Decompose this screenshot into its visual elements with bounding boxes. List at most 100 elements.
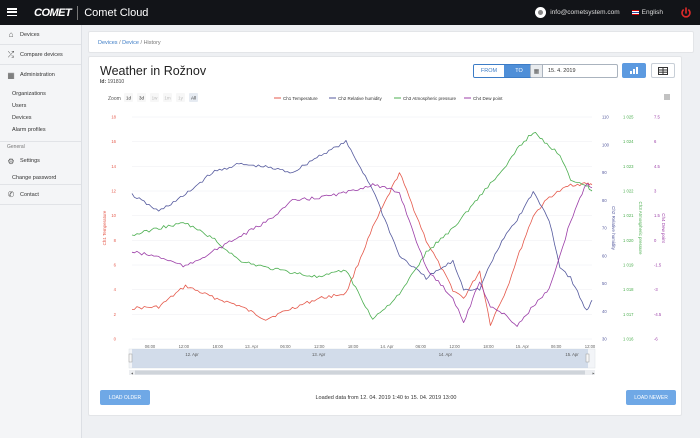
- zoom-option-label: 1d: [126, 96, 132, 101]
- load-older-button[interactable]: LOAD OLDER: [100, 390, 150, 405]
- page-title: Weather in Rožnov: [100, 64, 207, 78]
- navigator-selection[interactable]: [132, 349, 588, 368]
- zoom-option-label: 3d: [139, 96, 145, 101]
- to-button[interactable]: TO: [504, 65, 534, 77]
- load-newer-button[interactable]: LOAD NEWER: [626, 390, 676, 405]
- history-chart[interactable]: Zoom 1d 3d 1w 1m 1y All Ch1 Temperature Ch2 Rela…: [94, 89, 677, 386]
- y-tick-label: 1 019: [623, 263, 634, 268]
- user-email[interactable]: info@cometsystem.com: [550, 9, 620, 16]
- sidebar-subitem-change-password[interactable]: Change password: [0, 171, 81, 185]
- legend-label: Ch2 Relative humidity: [338, 96, 383, 101]
- y-tick-label: 1.5: [654, 213, 660, 218]
- series-line-1: [132, 172, 593, 326]
- y-tick-label: 3: [654, 189, 657, 194]
- sidebar-subitem-alarm-profiles[interactable]: Alarm profiles: [12, 127, 46, 133]
- y-tick-label: 1 022: [623, 189, 634, 194]
- zoom-option-label: 1y: [178, 96, 184, 101]
- breadcrumb-separator: /: [119, 40, 123, 46]
- zoom-button-1y[interactable]: [176, 93, 185, 102]
- scrollbar-thumb[interactable]: [135, 370, 585, 375]
- chart-svg[interactable]: Zoom 1d 3d 1w 1m 1y All Ch1 Temperature Ch2 Rela…: [94, 89, 677, 386]
- x-tick-label: 18:00: [483, 344, 494, 349]
- y-tick-label: 6: [654, 139, 657, 144]
- y-tick-label: 100: [602, 142, 610, 147]
- breadcrumb-device[interactable]: Device: [122, 40, 139, 46]
- table-view-button[interactable]: [651, 63, 675, 78]
- zoom-button-3d[interactable]: [137, 93, 146, 102]
- grid-icon: ▦: [7, 70, 15, 80]
- y-tick-label: 6: [114, 263, 117, 268]
- y-tick-label: 7.5: [654, 115, 660, 120]
- x-tick-label: 06:00: [145, 344, 156, 349]
- y-tick-label: 110: [602, 115, 609, 120]
- x-tick-label: 12:00: [449, 344, 460, 349]
- zoom-option-label: 1w: [152, 96, 159, 101]
- y-tick-label: 70: [602, 226, 607, 231]
- logo[interactable]: COMET Comet Cloud: [34, 5, 149, 20]
- series-line-2: [131, 140, 593, 311]
- navigator-tick-label: 13. Apr: [312, 352, 326, 357]
- breadcrumb: Devices / Device / History: [88, 31, 694, 53]
- loaded-range-text: Loaded data from 12. 04. 2019 1:40 to 15…: [315, 395, 457, 401]
- app-name: Comet Cloud: [84, 6, 149, 19]
- y-tick-label: 40: [602, 309, 607, 314]
- date-value[interactable]: 15. 4. 2019: [548, 68, 576, 74]
- y-tick-label: 1 017: [623, 312, 634, 317]
- from-button[interactable]: FROM: [474, 65, 504, 77]
- home-icon: ⌂: [8, 30, 14, 39]
- x-tick-label: 06:00: [280, 344, 291, 349]
- zoom-option-label: All: [191, 96, 196, 101]
- sidebar: ⌂ Devices ⤮ Compare devices ▦ Administra…: [0, 25, 82, 438]
- sidebar-item-settings[interactable]: ⚙ Settings: [0, 151, 81, 171]
- y-tick-label: 1 016: [623, 337, 634, 342]
- language-label: English: [641, 9, 663, 16]
- y-tick-label: 0: [654, 238, 657, 243]
- sidebar-subitem-organizations[interactable]: Organizations: [12, 91, 46, 97]
- breadcrumb-devices[interactable]: Devices: [98, 40, 118, 46]
- sidebar-item-label: Devices: [20, 31, 40, 38]
- y-tick-label: -4.5: [654, 312, 662, 317]
- chart-view-button[interactable]: [622, 63, 646, 78]
- y-tick-label: 4.5: [654, 164, 660, 169]
- menu-icon[interactable]: [7, 7, 17, 17]
- sidebar-item-administration[interactable]: ▦ Administration: [0, 65, 81, 85]
- y-tick-label: 18: [111, 115, 116, 120]
- y-axis-title: Ch1 Temperature: [102, 210, 107, 245]
- y-tick-label: 1 024: [623, 139, 634, 144]
- power-icon: [681, 6, 691, 18]
- date-field[interactable]: ▦ 15. 4. 2019: [530, 64, 618, 78]
- history-card: Weather in Rožnov Id: 191810 FROM TO ▦ 1…: [88, 56, 682, 416]
- y-tick-label: 80: [602, 198, 607, 203]
- zoom-button-1d[interactable]: [124, 93, 133, 102]
- x-tick-label: 12:00: [179, 344, 190, 349]
- bar-chart-icon: [630, 66, 638, 74]
- navigator-handle-right[interactable]: [585, 353, 590, 363]
- sidebar-subitem-users[interactable]: Users: [12, 103, 27, 109]
- zoom-button-all[interactable]: [189, 93, 198, 102]
- sidebar-subitem-devices[interactable]: Devices: [12, 115, 32, 121]
- zoom-button-1m[interactable]: [163, 93, 172, 102]
- y-tick-label: 12: [111, 189, 116, 194]
- device-id: Id: 191810: [100, 79, 124, 85]
- logout-button[interactable]: [675, 0, 697, 25]
- x-tick-label: 14. Apr: [380, 344, 394, 349]
- navigator-handle-left[interactable]: [128, 353, 133, 363]
- sidebar-group-general: General: [0, 141, 81, 151]
- scroll-left-icon: ◂: [131, 371, 133, 376]
- x-tick-label: 06:00: [551, 344, 562, 349]
- x-tick-label: 13. Apr: [245, 344, 259, 349]
- zoom-button-1w[interactable]: [150, 93, 159, 102]
- language-selector[interactable]: English: [631, 9, 663, 16]
- y-tick-label: 14: [111, 164, 116, 169]
- scroll-right-icon: ▸: [593, 371, 595, 376]
- y-tick-label: 60: [602, 253, 607, 258]
- sidebar-item-label: Compare devices: [20, 51, 63, 58]
- sidebar-item-devices[interactable]: ⌂ Devices: [0, 25, 81, 45]
- user-avatar-icon[interactable]: [535, 7, 547, 18]
- sidebar-item-contact[interactable]: ✆ Contact: [0, 185, 81, 205]
- y-tick-label: 10: [111, 213, 116, 218]
- calendar-icon[interactable]: ▦: [531, 65, 543, 77]
- table-icon: [658, 66, 668, 75]
- logo-divider: [77, 5, 79, 20]
- sidebar-item-compare-devices[interactable]: ⤮ Compare devices: [0, 45, 81, 65]
